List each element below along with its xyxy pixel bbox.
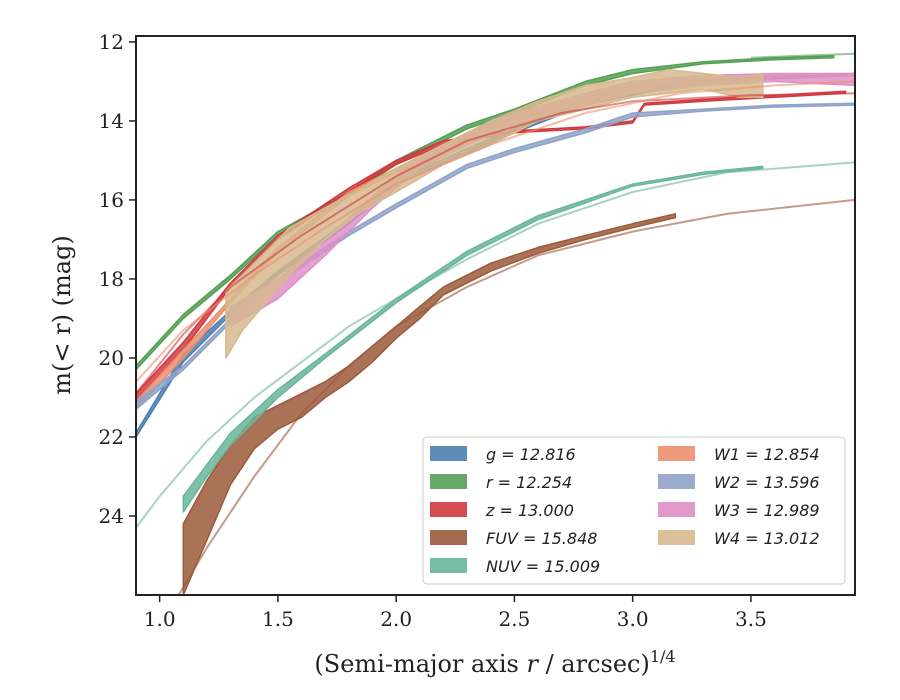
legend: g = 12.816 r = 12.254 z = 13.000 FUV = 15.8…	[422, 436, 846, 585]
series-band-2	[136, 90, 847, 403]
legend-entry-label: W1 = 12.854	[714, 445, 820, 464]
y-tick-label: 22	[99, 425, 124, 449]
legend-swatch	[430, 446, 467, 461]
y-tick-label: 12	[99, 30, 124, 54]
x-tick-label: 2.0	[380, 607, 412, 631]
legend-entry-label: FUV = 15.848	[486, 529, 597, 548]
series-band-8	[225, 68, 764, 359]
x-tick-label: 3.5	[735, 607, 767, 631]
x-axis-label: (Semi-major axis r / arcsec)1/4	[314, 647, 675, 678]
series-band-4	[182, 165, 764, 513]
legend-entry-label: r = 12.254	[486, 473, 572, 492]
legend-swatch	[430, 558, 467, 573]
legend-swatch	[658, 446, 695, 461]
legend-entry-label: g = 12.816	[486, 445, 576, 464]
model-curve-0	[136, 161, 855, 529]
legend-entry-label: W2 = 13.596	[714, 473, 820, 492]
y-tick-label: 14	[99, 109, 124, 133]
model-curve-1	[177, 198, 855, 595]
legend-swatch	[430, 502, 467, 517]
x-tick-label: 1.5	[262, 607, 294, 631]
x-axis-ticks: 1.0 1.5 2.0 2.5 3.0 3.5	[144, 595, 767, 631]
legend-entry-label: z = 13.000	[485, 501, 574, 520]
x-tick-label: 3.0	[617, 607, 649, 631]
y-tick-label: 16	[99, 188, 124, 212]
plot-frame	[135, 35, 856, 596]
y-tick-label: 20	[99, 346, 124, 370]
model-curves	[136, 52, 855, 595]
legend-swatch	[430, 530, 467, 545]
legend-entry-label: W3 = 12.989	[714, 501, 820, 520]
series-band-3	[182, 213, 677, 595]
legend-swatch	[430, 474, 467, 489]
model-curve-3	[136, 92, 855, 395]
legend-entry-label: W4 = 13.012	[714, 529, 820, 548]
legend-entry-label: NUV = 15.009	[486, 557, 600, 576]
model-curve-4	[136, 80, 855, 383]
y-tick-label: 18	[99, 267, 124, 291]
x-tick-label: 2.5	[499, 607, 531, 631]
y-axis-label: m(< r) (mag)	[48, 235, 76, 394]
legend-swatch	[658, 474, 695, 489]
legend-swatch	[658, 530, 695, 545]
legend-box	[422, 436, 846, 585]
x-tick-label: 1.0	[144, 607, 176, 631]
y-axis-ticks: 12 14 16 18 20 22 24	[99, 30, 136, 528]
y-tick-label: 24	[99, 504, 124, 528]
model-curve-2	[750, 52, 855, 59]
data-bands	[136, 55, 855, 595]
legend-swatch	[658, 502, 695, 517]
